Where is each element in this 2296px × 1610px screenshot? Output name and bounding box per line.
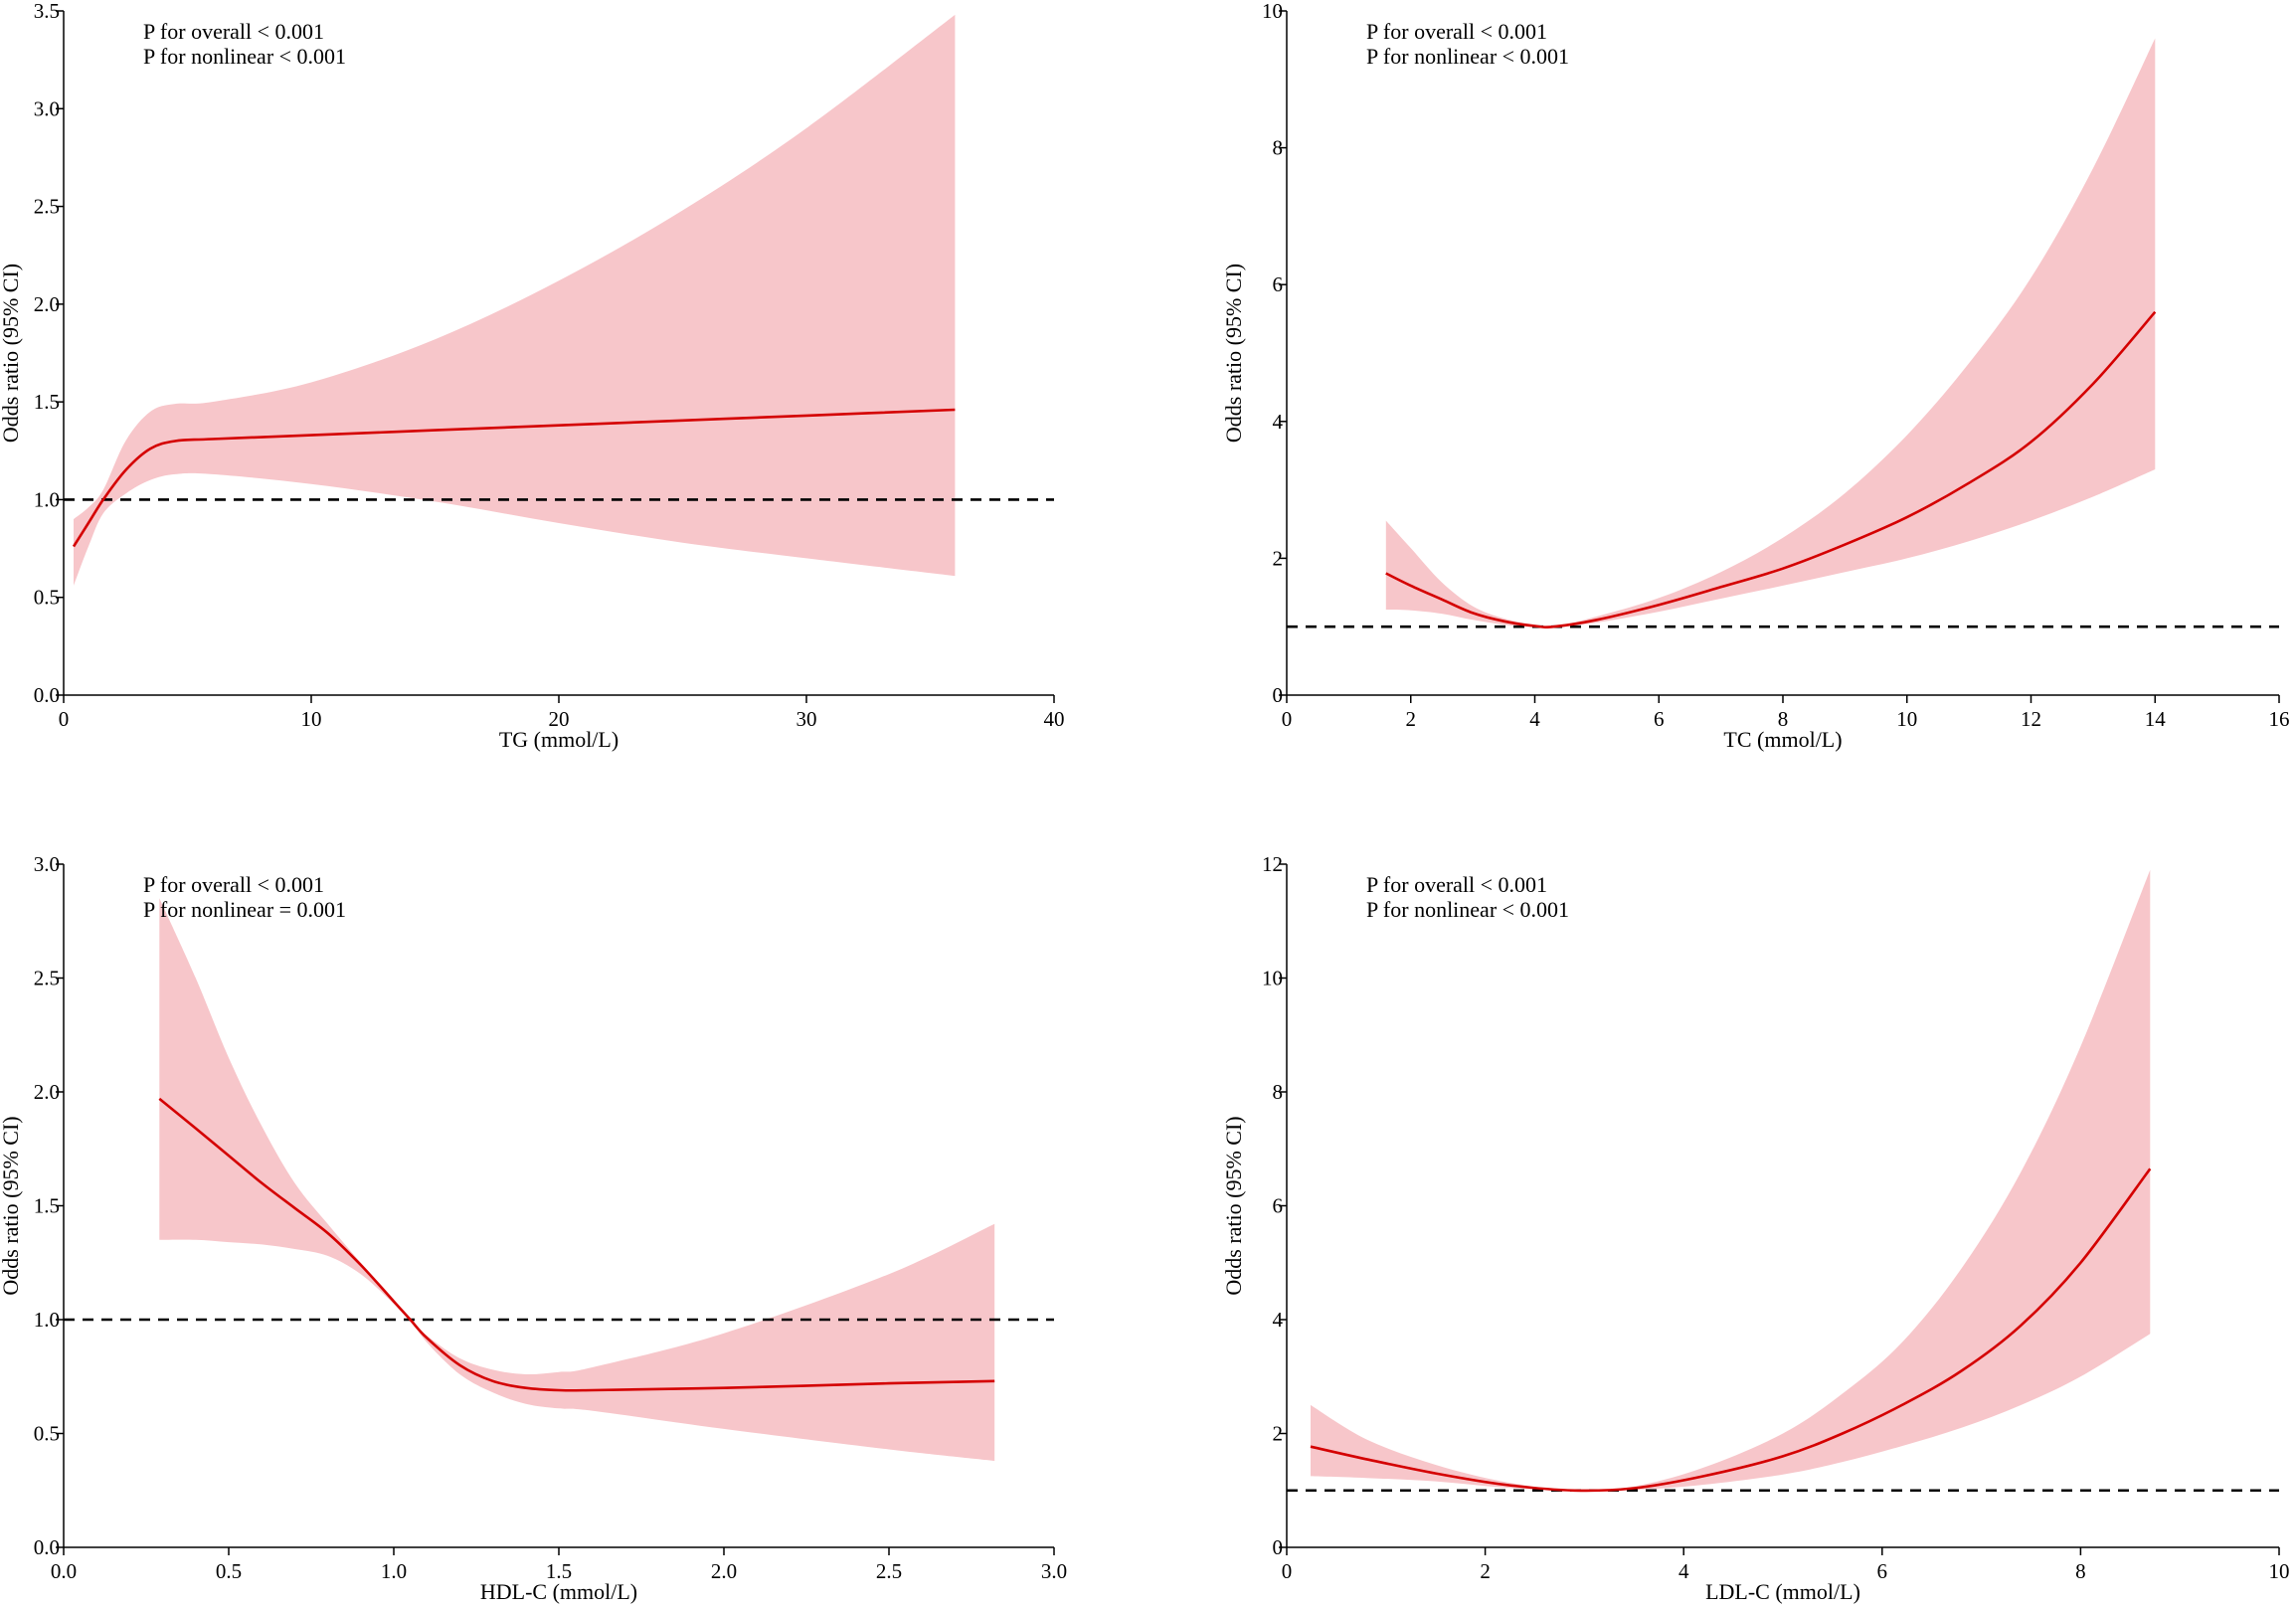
ci-band	[1311, 869, 2151, 1492]
x-axis-label: TG (mmol/L)	[499, 727, 618, 752]
p-nonlinear-annotation: P for nonlinear < 0.001	[1366, 897, 1569, 922]
y-tick-label: 0.0	[34, 1535, 60, 1559]
y-tick-label: 1.0	[34, 1308, 60, 1332]
y-axis-label: Odds ratio (95% CI)	[1221, 264, 1246, 443]
y-tick-label: 6	[1273, 1194, 1284, 1218]
y-tick-label: 2	[1273, 1422, 1284, 1446]
p-overall-annotation: P for overall < 0.001	[1366, 19, 1547, 44]
y-axis-label: Odds ratio (95% CI)	[0, 1116, 23, 1295]
y-tick-label: 1.0	[34, 487, 60, 511]
x-axis-label: TC (mmol/L)	[1723, 727, 1842, 752]
x-tick-label: 2	[1480, 1559, 1491, 1583]
p-nonlinear-annotation: P for nonlinear < 0.001	[1366, 44, 1569, 69]
ticks: 0.0 0.5 1.0 1.5 2.0 2.5 3.0 0.0 0.5 1.0 1.5 2.0 2.5 3…	[34, 852, 1067, 1583]
odds-ratio-curve	[1385, 310, 2157, 628]
x-tick-label: 0	[1282, 707, 1293, 731]
x-tick-label: 0.5	[216, 1559, 242, 1583]
y-tick-label: 0.5	[34, 586, 60, 610]
x-tick-label: 0.0	[51, 1559, 77, 1583]
x-tick-label: 6	[1877, 1559, 1888, 1583]
y-axis-label: Odds ratio (95% CI)	[0, 264, 23, 443]
x-axis-label: LDL-C (mmol/L)	[1705, 1579, 1860, 1604]
panel-tc: 0 2 4 6 8 10 12 14 16 0 2 4 6 8 10 TC (mmol/L) Odds ra…	[1221, 0, 2290, 752]
x-tick-label: 14	[2145, 707, 2167, 731]
y-tick-label: 2.5	[34, 967, 60, 990]
x-tick-label: 2	[1406, 707, 1417, 731]
x-tick-label: 2.5	[876, 1559, 902, 1583]
odds-ratio-curve	[72, 408, 956, 548]
y-tick-label: 4	[1273, 410, 1284, 434]
x-tick-label: 1.0	[381, 1559, 407, 1583]
y-tick-label: 2.0	[34, 292, 60, 316]
x-tick-label: 0	[59, 707, 70, 731]
y-tick-label: 0.0	[34, 683, 60, 707]
x-tick-label: 3.0	[1041, 1559, 1067, 1583]
ci-band	[1385, 38, 2156, 628]
ci-band	[159, 898, 995, 1461]
ci-band	[74, 14, 956, 586]
y-tick-label: 10	[1262, 0, 1283, 23]
x-tick-label: 1.5	[546, 1559, 572, 1583]
y-tick-label: 2.5	[34, 195, 60, 219]
y-tick-label: 12	[1262, 852, 1283, 876]
y-tick-label: 0	[1273, 683, 1284, 707]
y-tick-label: 8	[1273, 1080, 1284, 1104]
y-tick-label: 3.5	[34, 0, 60, 23]
y-tick-label: 4	[1273, 1308, 1284, 1332]
x-tick-label: 8	[2075, 1559, 2086, 1583]
x-tick-label: 2.0	[711, 1559, 737, 1583]
p-nonlinear-annotation: P for nonlinear = 0.001	[143, 897, 346, 922]
y-tick-label: 10	[1262, 967, 1283, 990]
x-tick-label: 0	[1282, 1559, 1293, 1583]
x-tick-label: 10	[2269, 1559, 2290, 1583]
panel-hdl-c: 0.0 0.5 1.0 1.5 2.0 2.5 3.0 0.0 0.5 1.0 1.5 2.0 2.5 3…	[0, 852, 1067, 1604]
y-tick-label: 1.5	[34, 390, 60, 414]
panel-tg: 0 10 20 30 40 0.0 0.5 1.0 1.5 2.0 2.5 3.0 3.5 TG (mm…	[0, 0, 1065, 752]
x-tick-label: 30	[796, 707, 817, 731]
x-tick-label: 40	[1044, 707, 1065, 731]
y-tick-label: 0	[1273, 1535, 1284, 1559]
y-tick-label: 1.5	[34, 1194, 60, 1218]
y-tick-label: 3.0	[34, 852, 60, 876]
x-tick-label: 8	[1778, 707, 1789, 731]
y-tick-label: 3.0	[34, 96, 60, 120]
y-tick-label: 8	[1273, 136, 1284, 160]
x-tick-label: 10	[1896, 707, 1917, 731]
x-axis-label: HDL-C (mmol/L)	[480, 1579, 637, 1604]
y-tick-label: 0.5	[34, 1422, 60, 1446]
x-tick-label: 20	[549, 707, 570, 731]
y-tick-label: 2	[1273, 546, 1284, 570]
p-overall-annotation: P for overall < 0.001	[1366, 872, 1547, 897]
y-axis-label: Odds ratio (95% CI)	[1221, 1116, 1246, 1295]
x-tick-label: 4	[1678, 1559, 1689, 1583]
ticks: 0 2 4 6 8 10 0 2 4 6 8 10 12	[1262, 852, 2290, 1583]
p-nonlinear-annotation: P for nonlinear < 0.001	[143, 44, 346, 69]
odds-ratio-curve	[1310, 1167, 2152, 1493]
ticks: 0 2 4 6 8 10 12 14 16 0 2 4 6 8 10	[1262, 0, 2290, 731]
x-tick-label: 4	[1529, 707, 1540, 731]
y-tick-label: 2.0	[34, 1080, 60, 1104]
x-tick-label: 10	[301, 707, 322, 731]
panel-ldl-c: 0 2 4 6 8 10 0 2 4 6 8 10 12 LDL-C (mmol/L) Odds rat…	[1221, 852, 2290, 1604]
y-tick-label: 6	[1273, 272, 1284, 296]
odds-ratio-curve	[158, 1097, 995, 1392]
x-tick-label: 6	[1654, 707, 1665, 731]
ticks: 0 10 20 30 40 0.0 0.5 1.0 1.5 2.0 2.5 3.0 3.5	[34, 0, 1065, 731]
x-tick-label: 12	[2021, 707, 2041, 731]
p-overall-annotation: P for overall < 0.001	[143, 872, 324, 897]
p-overall-annotation: P for overall < 0.001	[143, 19, 324, 44]
x-tick-label: 16	[2269, 707, 2290, 731]
